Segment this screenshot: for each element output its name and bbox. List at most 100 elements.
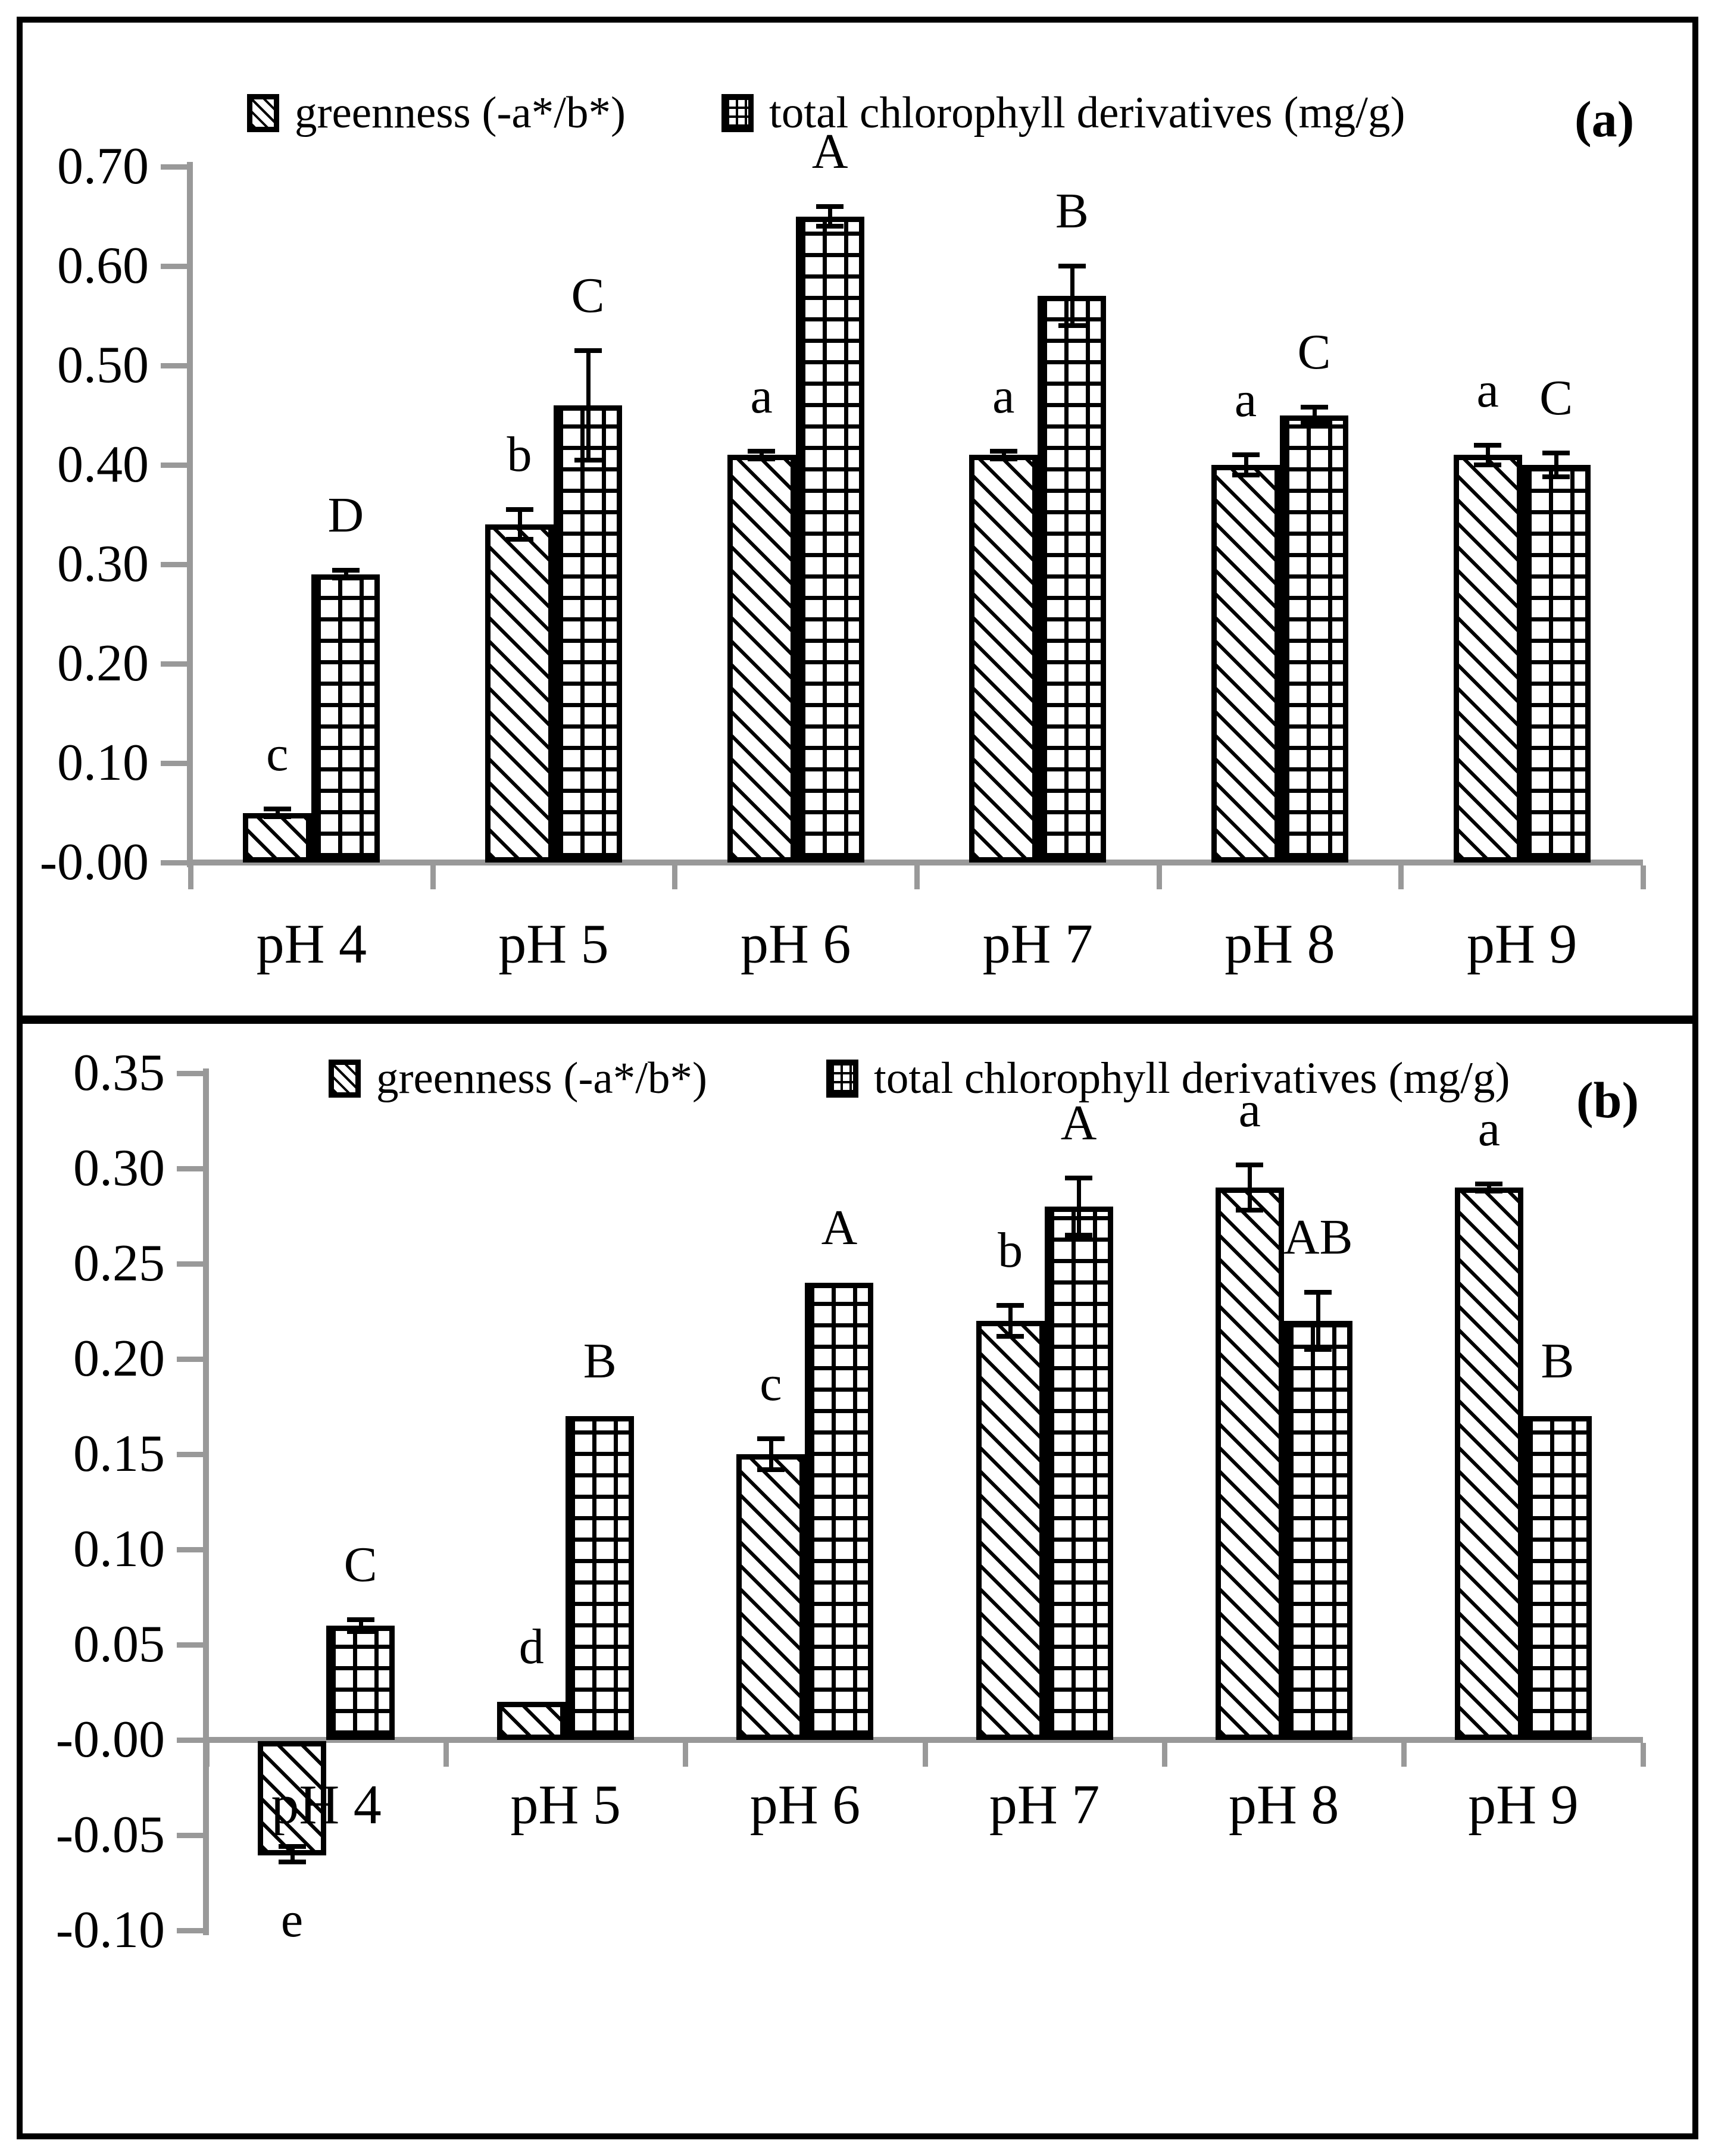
error-bar-cap (1232, 452, 1260, 458)
error-bar-cap (1058, 264, 1086, 268)
y-axis-tick (177, 1452, 203, 1457)
error-bar-cap (1475, 1189, 1503, 1194)
y-tick-label: -0.00 (39, 833, 149, 891)
error-bar-cap (1065, 1233, 1093, 1238)
x-tick-label: pH 5 (498, 913, 609, 975)
x-tick-label: pH 8 (1229, 1774, 1339, 1836)
error-bar-line (760, 451, 764, 459)
error-bar-cap (332, 576, 360, 581)
bar-greenness-ph7 (969, 455, 1038, 863)
y-axis-line (187, 162, 193, 867)
error-bar-cap (263, 806, 291, 811)
chlorophyll-legend-swatch-icon (721, 94, 754, 132)
x-axis-tick (672, 865, 678, 889)
bar-greenness-ph5 (485, 524, 554, 863)
panel-a-label: (a) (1575, 90, 1635, 148)
significance-letter: b (998, 1223, 1023, 1279)
x-tick-label: pH 7 (982, 913, 1094, 975)
x-axis-tick (1398, 865, 1404, 889)
x-tick-label: pH 9 (1466, 913, 1577, 975)
greenness-legend-label: greenness (-a*/b*) (295, 88, 626, 138)
y-axis-tick (177, 1738, 203, 1743)
error-bar-line (1070, 266, 1074, 326)
error-bar-line (1487, 1183, 1492, 1192)
x-axis-tick (443, 1743, 449, 1767)
y-axis-tick (161, 562, 187, 567)
bar-chlorophyll-ph5 (554, 405, 622, 863)
significance-letter: a (1476, 362, 1499, 418)
y-tick-label: -0.10 (55, 1901, 165, 1959)
error-bar-cap (816, 224, 844, 229)
x-axis-tick (1161, 1743, 1167, 1767)
error-bar-cap (1542, 474, 1570, 480)
significance-letter: C (343, 1537, 377, 1593)
legend-item-greenness-a: greenness (-a*/b*) (247, 83, 626, 143)
x-axis-tick (188, 865, 193, 889)
y-tick-label: 0.20 (73, 1330, 165, 1388)
y-tick-label: 0.05 (73, 1616, 165, 1673)
significance-letter: a (1477, 1101, 1501, 1157)
error-bar-cap (346, 1629, 374, 1634)
error-bar-cap (505, 507, 533, 513)
significance-letter: a (992, 368, 1015, 424)
significance-letter: C (571, 267, 605, 323)
x-tick-label: pH 8 (1224, 913, 1335, 975)
bar-chlorophyll-ph4 (311, 574, 380, 863)
error-bar-cap (757, 1467, 785, 1472)
y-axis-tick (177, 1357, 203, 1362)
error-bar-line (343, 570, 348, 579)
error-bar-cap (1232, 472, 1260, 477)
y-axis-tick (161, 860, 187, 865)
bar-chlorophyll-ph8 (1283, 1321, 1352, 1740)
error-bar-cap (1474, 463, 1502, 467)
chlorophyll-legend-swatch-icon (826, 1060, 858, 1098)
x-axis-line (187, 860, 1643, 865)
x-axis-tick (1401, 1743, 1407, 1767)
bar-greenness-ph9 (1453, 455, 1522, 863)
y-axis-line (203, 1068, 209, 1935)
error-bar-line (1312, 407, 1317, 423)
y-axis-tick (177, 1833, 203, 1838)
significance-letter: a (1238, 1082, 1261, 1138)
bar-greenness-ph4 (243, 813, 312, 863)
greenness-legend-label: greenness (-a*/b*) (376, 1054, 708, 1103)
panel-b-label: (b) (1576, 1071, 1639, 1129)
y-tick-label: 0.60 (57, 237, 149, 295)
error-bar-line (517, 510, 522, 540)
y-axis-tick (161, 363, 187, 368)
significance-letter: A (811, 123, 848, 179)
error-bar-line (275, 808, 280, 817)
error-bar-line (828, 206, 833, 227)
x-axis-tick (1641, 1743, 1646, 1767)
y-axis-tick (161, 264, 187, 269)
error-bar-line (1554, 452, 1559, 477)
bar-chlorophyll-ph5 (566, 1416, 635, 1740)
y-axis-tick (177, 1928, 203, 1933)
significance-letter: B (583, 1333, 617, 1389)
greenness-legend-swatch-icon (247, 94, 279, 132)
y-tick-label: 0.30 (57, 535, 149, 593)
y-axis-tick (177, 1071, 203, 1076)
y-tick-label: 0.70 (57, 138, 149, 195)
y-axis-tick (177, 1642, 203, 1648)
y-tick-label: 0.15 (73, 1425, 165, 1483)
legend-item-chlorophyll-b: total chlorophyll derivatives (mg/g) (826, 1049, 1510, 1108)
bar-chlorophyll-ph4 (326, 1626, 395, 1740)
error-bar-cap (1474, 442, 1502, 448)
x-tick-label: pH 7 (989, 1774, 1100, 1836)
bar-chlorophyll-ph8 (1280, 415, 1348, 863)
error-bar-cap (748, 448, 776, 454)
bar-chlorophyll-ph6 (795, 216, 864, 863)
bar-greenness-ph9 (1454, 1188, 1523, 1740)
y-tick-label: 0.25 (73, 1235, 165, 1292)
significance-letter: c (760, 1356, 782, 1412)
significance-letter: e (280, 1892, 304, 1948)
error-bar-line (1486, 445, 1491, 465)
x-tick-label: pH 4 (271, 1774, 382, 1836)
error-bar-cap (1065, 1176, 1093, 1180)
significance-letter: AB (1283, 1210, 1353, 1265)
error-bar-line (586, 350, 591, 460)
greenness-legend-swatch-icon (329, 1060, 361, 1098)
significance-letter: D (327, 488, 364, 543)
bar-greenness-ph7 (976, 1321, 1045, 1740)
